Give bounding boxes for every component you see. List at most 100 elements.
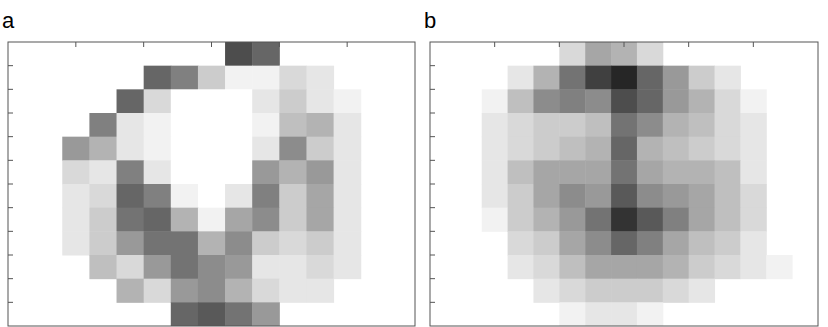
cell bbox=[306, 89, 334, 113]
cell bbox=[585, 255, 611, 279]
cell bbox=[740, 255, 766, 279]
cell bbox=[171, 137, 199, 161]
y-tick bbox=[8, 136, 13, 137]
cell bbox=[117, 160, 145, 184]
cell bbox=[508, 231, 534, 255]
cell bbox=[252, 279, 280, 303]
cell bbox=[585, 66, 611, 90]
cell bbox=[279, 279, 307, 303]
cell bbox=[585, 184, 611, 208]
cell bbox=[715, 231, 741, 255]
cell bbox=[663, 255, 689, 279]
cell bbox=[508, 255, 534, 279]
cell bbox=[252, 255, 280, 279]
image-cells bbox=[482, 42, 793, 326]
cell bbox=[585, 208, 611, 232]
cell bbox=[198, 66, 226, 90]
y-tick bbox=[8, 184, 13, 185]
cell bbox=[117, 279, 145, 303]
y-tick bbox=[8, 278, 13, 279]
cell bbox=[482, 160, 508, 184]
cell bbox=[663, 279, 689, 303]
cell bbox=[611, 113, 637, 137]
panel-label: a bbox=[2, 8, 15, 33]
cell bbox=[611, 42, 637, 66]
cell bbox=[663, 184, 689, 208]
cell bbox=[117, 113, 145, 137]
cell bbox=[171, 208, 199, 232]
cell bbox=[533, 255, 559, 279]
cell bbox=[559, 113, 585, 137]
cell bbox=[585, 89, 611, 113]
y-tick bbox=[430, 65, 435, 66]
cell bbox=[663, 113, 689, 137]
panel: b bbox=[424, 8, 818, 327]
cell bbox=[171, 89, 199, 113]
image-cells bbox=[62, 42, 361, 326]
panel: a bbox=[2, 8, 415, 327]
cell bbox=[663, 231, 689, 255]
cell bbox=[334, 208, 362, 232]
cell bbox=[89, 208, 117, 232]
cell bbox=[611, 137, 637, 161]
cell bbox=[334, 184, 362, 208]
cell bbox=[689, 66, 715, 90]
x-tick bbox=[211, 42, 212, 47]
cell bbox=[198, 279, 226, 303]
cell bbox=[198, 231, 226, 255]
cell bbox=[198, 137, 226, 161]
cell bbox=[559, 208, 585, 232]
cell bbox=[533, 66, 559, 90]
cell bbox=[225, 255, 253, 279]
x-tick bbox=[624, 42, 625, 47]
cell bbox=[663, 137, 689, 161]
cell bbox=[689, 160, 715, 184]
cell bbox=[171, 113, 199, 137]
cell bbox=[198, 113, 226, 137]
cell bbox=[117, 231, 145, 255]
cell bbox=[508, 137, 534, 161]
cell bbox=[279, 89, 307, 113]
cell bbox=[715, 184, 741, 208]
cell bbox=[225, 66, 253, 90]
cell bbox=[637, 113, 663, 137]
cell bbox=[225, 208, 253, 232]
cell bbox=[334, 255, 362, 279]
cell bbox=[171, 255, 199, 279]
cell bbox=[62, 184, 90, 208]
cell bbox=[89, 113, 117, 137]
cell bbox=[559, 302, 585, 326]
cell bbox=[637, 160, 663, 184]
cell bbox=[89, 137, 117, 161]
cell bbox=[559, 42, 585, 66]
cell bbox=[533, 137, 559, 161]
cell bbox=[117, 89, 145, 113]
cell bbox=[482, 89, 508, 113]
cell bbox=[637, 208, 663, 232]
y-tick bbox=[8, 65, 13, 66]
x-tick bbox=[559, 42, 560, 47]
cell bbox=[225, 160, 253, 184]
cell bbox=[508, 208, 534, 232]
cell bbox=[740, 184, 766, 208]
cell bbox=[225, 89, 253, 113]
cell bbox=[89, 160, 117, 184]
cell bbox=[306, 184, 334, 208]
cell bbox=[117, 208, 145, 232]
cell bbox=[533, 113, 559, 137]
x-tick bbox=[347, 42, 348, 47]
y-tick bbox=[430, 231, 435, 232]
cell bbox=[171, 231, 199, 255]
cell bbox=[62, 137, 90, 161]
cell bbox=[689, 255, 715, 279]
cell bbox=[144, 66, 172, 90]
cell bbox=[715, 255, 741, 279]
cell bbox=[171, 160, 199, 184]
cell bbox=[637, 66, 663, 90]
cell bbox=[715, 208, 741, 232]
cell bbox=[508, 89, 534, 113]
cell bbox=[306, 160, 334, 184]
frame bbox=[430, 42, 818, 326]
cell bbox=[225, 137, 253, 161]
cell bbox=[482, 137, 508, 161]
